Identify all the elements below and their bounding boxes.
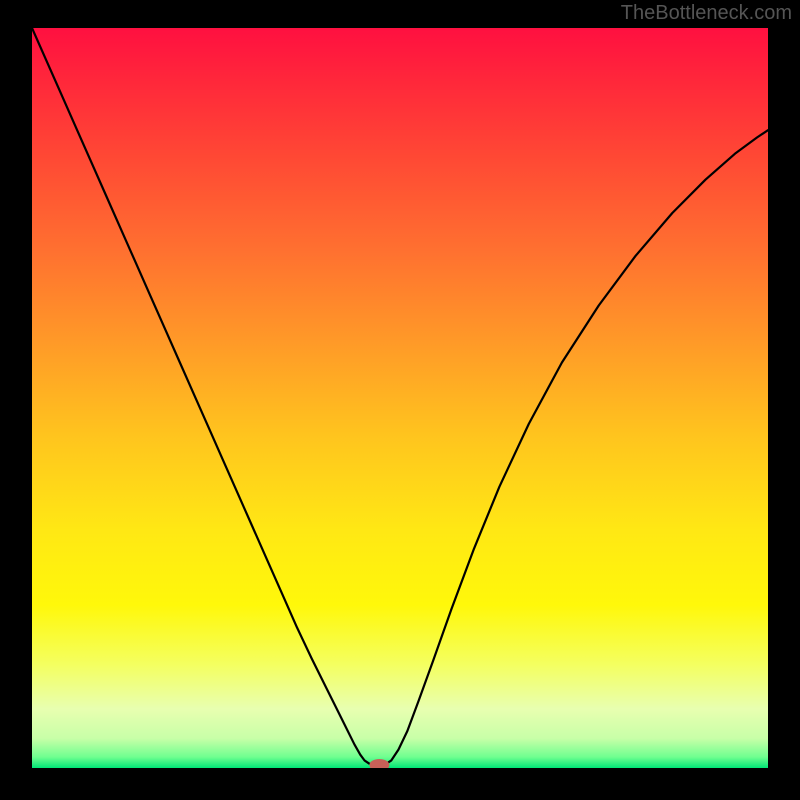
gradient-background bbox=[32, 28, 768, 768]
plot-area bbox=[32, 28, 768, 768]
chart-svg bbox=[32, 28, 768, 768]
watermark-label: TheBottleneck.com bbox=[621, 2, 792, 25]
chart-container: TheBottleneck.com bbox=[0, 0, 800, 800]
